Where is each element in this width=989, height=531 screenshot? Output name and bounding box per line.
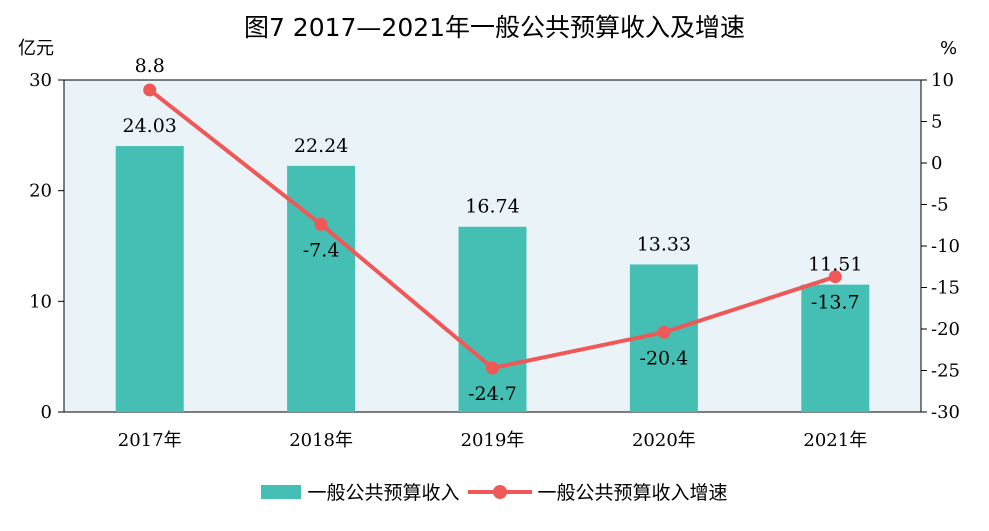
bar-1: [287, 165, 356, 412]
bar-value-label-3: 13.33: [637, 233, 691, 255]
chart-title: 图7 2017—2021年一般公共预算收入及增速: [243, 13, 746, 42]
bar-0: [115, 146, 184, 412]
growth-point-2: [486, 361, 499, 375]
right-tick-label-2: 0: [931, 153, 942, 174]
right-tick-label-7: -25: [931, 361, 960, 382]
growth-value-label-2: -24.7: [468, 383, 517, 405]
growth-value-label-0: 8.8: [135, 55, 165, 77]
right-tick-label-6: -20: [931, 319, 960, 340]
legend-label-line: 一般公共预算收入增速: [537, 482, 728, 504]
x-tick-label-2: 2019年: [461, 430, 525, 451]
x-tick-label-0: 2017年: [118, 430, 182, 451]
right-axis-unit: %: [940, 38, 957, 59]
growth-value-label-1: -7.4: [303, 239, 340, 261]
bar-2: [458, 226, 527, 412]
legend-label-bar: 一般公共预算收入: [307, 482, 460, 504]
legend-item-bar: 一般公共预算收入: [261, 478, 460, 505]
left-tick-label-0: 0: [41, 402, 52, 423]
x-tick-label-1: 2018年: [289, 430, 353, 451]
growth-point-4: [828, 270, 842, 284]
left-axis-unit: 亿元: [18, 38, 54, 59]
bar-value-label-2: 16.74: [465, 196, 519, 218]
x-tick-label-3: 2020年: [632, 430, 696, 451]
growth-point-0: [143, 83, 157, 97]
legend-swatch-bar: [261, 484, 302, 499]
right-tick-label-1: 5: [931, 112, 942, 133]
bar-value-label-1: 22.24: [294, 135, 348, 157]
growth-point-3: [657, 325, 671, 339]
bar-value-label-0: 24.03: [122, 115, 176, 137]
growth-point-1: [314, 217, 328, 231]
right-tick-label-3: -5: [931, 195, 949, 216]
right-tick-label-8: -30: [931, 402, 960, 423]
bar-4: [801, 284, 870, 412]
x-tick-label-4: 2021年: [803, 430, 867, 451]
left-tick-label-1: 10: [29, 291, 52, 312]
legend-item-line: 一般公共预算收入增速: [467, 478, 728, 505]
legend-swatch-line: [467, 482, 532, 502]
legend: 一般公共预算收入 一般公共预算收入增速: [0, 478, 989, 505]
growth-value-label-4: -13.7: [811, 292, 860, 314]
bar-value-label-4: 11.51: [808, 254, 862, 276]
left-tick-label-2: 20: [29, 181, 52, 202]
growth-value-label-3: -20.4: [640, 347, 689, 369]
left-tick-label-3: 30: [29, 70, 52, 91]
right-tick-label-0: 10: [931, 70, 954, 91]
right-tick-label-5: -15: [931, 278, 960, 299]
right-tick-label-4: -10: [931, 236, 960, 257]
